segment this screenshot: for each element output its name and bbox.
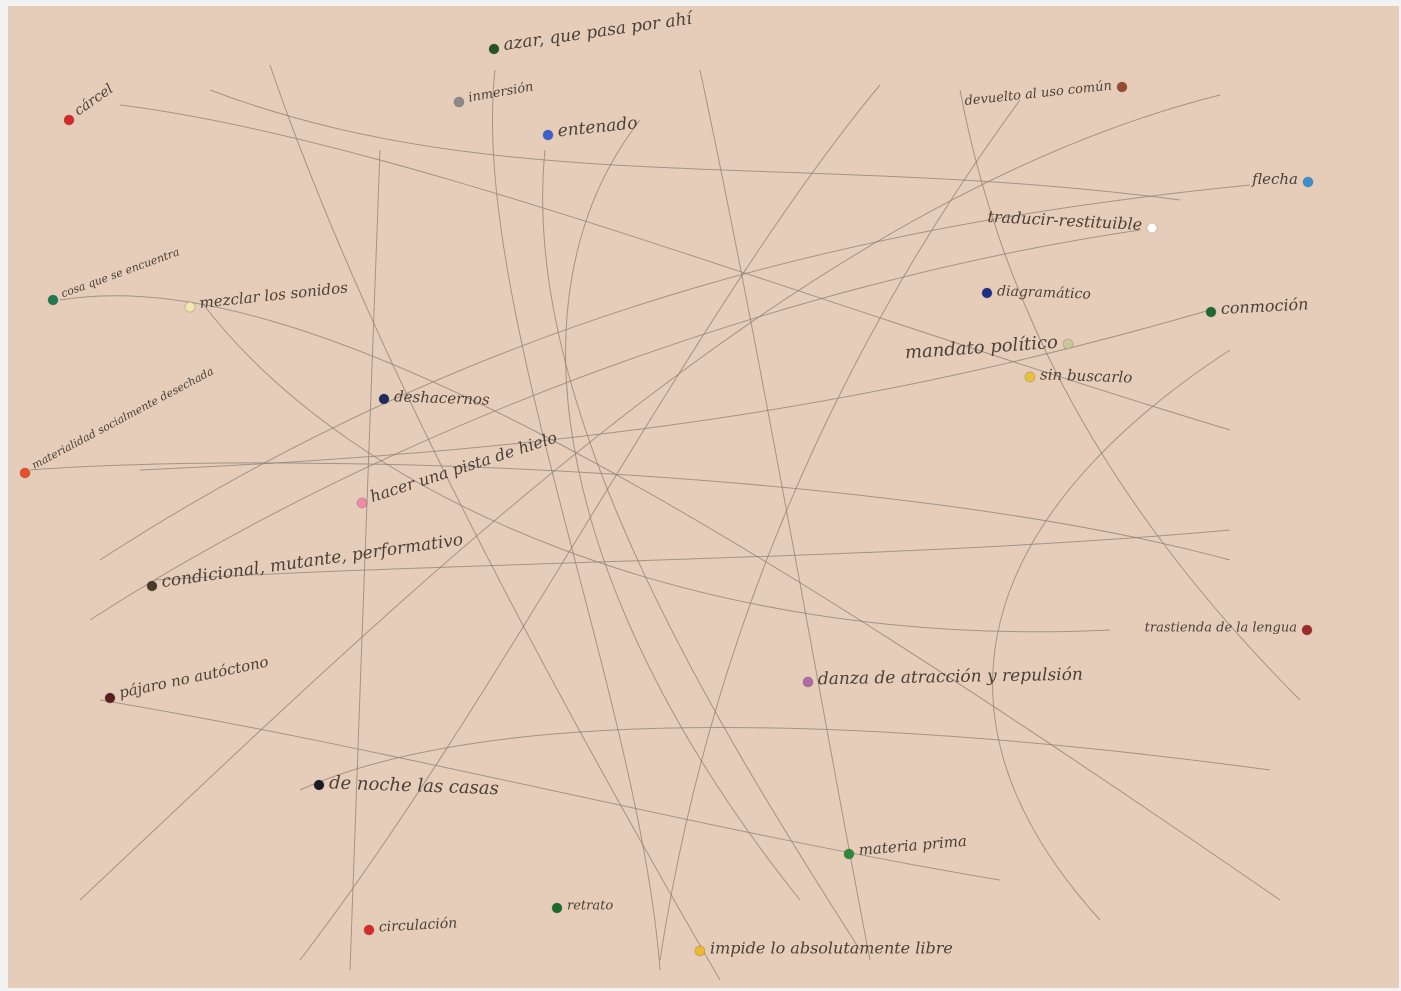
node-dot	[379, 394, 389, 404]
node-dot	[1063, 339, 1073, 349]
node-dot	[489, 44, 499, 54]
node-dot	[20, 468, 30, 478]
page: cárcelazar, que pasa por ahíinmersiónent…	[0, 0, 1401, 991]
node-dot	[1025, 372, 1035, 382]
node-dot	[454, 97, 464, 107]
node-dot	[803, 677, 813, 687]
node-label: impide lo absolutamente libre	[710, 939, 953, 958]
artwork: cárcelazar, que pasa por ahíinmersiónent…	[0, 0, 1401, 991]
node-dot	[357, 498, 367, 508]
node-dot	[1206, 307, 1216, 317]
node-dot	[552, 903, 562, 913]
node-dot	[147, 581, 157, 591]
node-dot	[105, 693, 115, 703]
node-label: retrato	[567, 899, 613, 914]
node-dot	[982, 288, 992, 298]
node-label: flecha	[1251, 170, 1298, 188]
node-dot	[1303, 177, 1313, 187]
node-dot	[48, 295, 58, 305]
node-dot	[844, 849, 854, 859]
node-dot	[364, 925, 374, 935]
node-dot	[185, 302, 195, 312]
node-dot	[1147, 223, 1157, 233]
node-dot	[1302, 625, 1312, 635]
node-dot	[543, 130, 553, 140]
paper	[8, 6, 1399, 988]
node-label: diagramático	[997, 283, 1091, 302]
node-dot	[1117, 82, 1127, 92]
node-dot	[695, 946, 705, 956]
node-dot	[64, 115, 74, 125]
node-dot	[314, 780, 324, 790]
node-label: deshacernos	[394, 387, 490, 408]
node-label: trastienda de la lengua	[1145, 621, 1297, 636]
node-label: sin buscarlo	[1040, 365, 1133, 386]
